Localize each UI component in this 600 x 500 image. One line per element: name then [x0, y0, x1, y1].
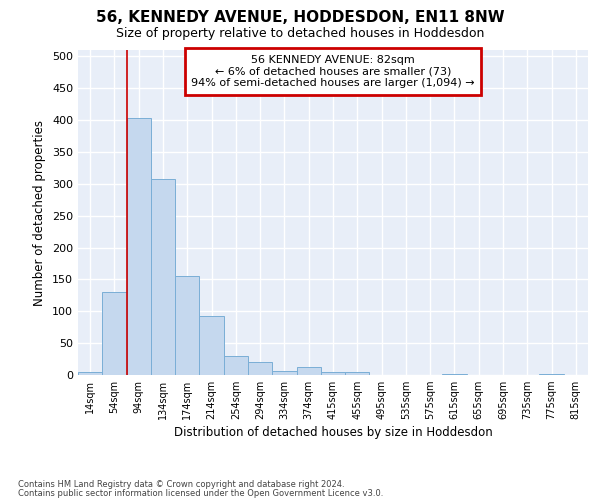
Bar	[175, 276, 199, 375]
Y-axis label: Number of detached properties: Number of detached properties	[34, 120, 46, 306]
Text: 56 KENNEDY AVENUE: 82sqm
← 6% of detached houses are smaller (73)
94% of semi-de: 56 KENNEDY AVENUE: 82sqm ← 6% of detache…	[191, 55, 475, 88]
Bar	[345, 372, 370, 375]
Bar	[127, 118, 151, 375]
Text: Contains public sector information licensed under the Open Government Licence v3: Contains public sector information licen…	[18, 489, 383, 498]
Bar	[272, 370, 296, 375]
Text: Contains HM Land Registry data © Crown copyright and database right 2024.: Contains HM Land Registry data © Crown c…	[18, 480, 344, 489]
Bar	[102, 292, 127, 375]
Bar	[296, 368, 321, 375]
Bar	[321, 372, 345, 375]
Bar	[539, 374, 564, 375]
Bar	[151, 178, 175, 375]
Bar	[78, 372, 102, 375]
Bar	[224, 356, 248, 375]
Bar	[199, 316, 224, 375]
Text: 56, KENNEDY AVENUE, HODDESDON, EN11 8NW: 56, KENNEDY AVENUE, HODDESDON, EN11 8NW	[95, 10, 505, 25]
Text: Size of property relative to detached houses in Hoddesdon: Size of property relative to detached ho…	[116, 28, 484, 40]
Bar	[442, 374, 467, 375]
X-axis label: Distribution of detached houses by size in Hoddesdon: Distribution of detached houses by size …	[173, 426, 493, 440]
Bar	[248, 362, 272, 375]
